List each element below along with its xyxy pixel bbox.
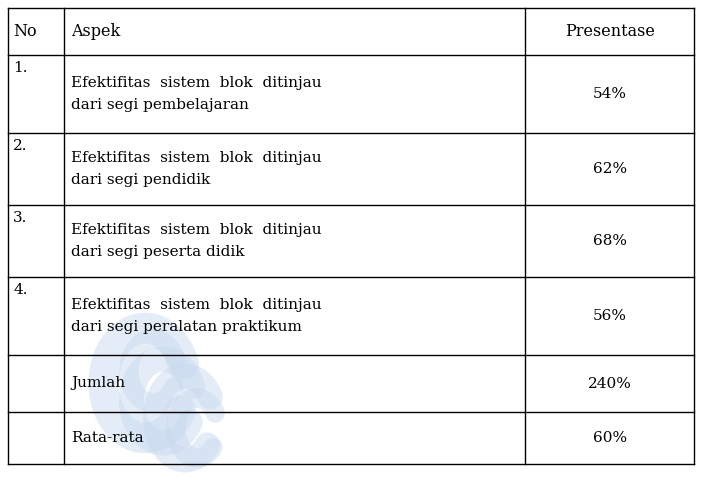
Text: 56%: 56% bbox=[592, 309, 627, 323]
Text: Efektifitas  sistem  blok  ditinjau
dari segi peserta didik: Efektifitas sistem blok ditinjau dari se… bbox=[71, 223, 322, 260]
Text: 1.: 1. bbox=[13, 61, 27, 75]
Text: 60%: 60% bbox=[592, 431, 627, 445]
Text: Rata-rata: Rata-rata bbox=[71, 431, 144, 445]
Text: 240%: 240% bbox=[588, 377, 632, 391]
Text: No: No bbox=[13, 23, 37, 40]
Text: Aspek: Aspek bbox=[71, 23, 121, 40]
Text: Efektifitas  sistem  blok  ditinjau
dari segi peralatan praktikum: Efektifitas sistem blok ditinjau dari se… bbox=[71, 298, 322, 335]
Text: 3.: 3. bbox=[13, 211, 27, 225]
Text: 4.: 4. bbox=[13, 283, 27, 297]
Text: Efektifitas  sistem  blok  ditinjau
dari segi pembelajaran: Efektifitas sistem blok ditinjau dari se… bbox=[71, 76, 322, 112]
Text: 68%: 68% bbox=[592, 234, 627, 248]
Text: Presentase: Presentase bbox=[564, 23, 654, 40]
Text: Jumlah: Jumlah bbox=[71, 377, 126, 391]
Text: 2.: 2. bbox=[13, 139, 27, 153]
Text: 62%: 62% bbox=[592, 162, 627, 176]
Text: 54%: 54% bbox=[592, 87, 627, 101]
Text: Efektifitas  sistem  blok  ditinjau
dari segi pendidik: Efektifitas sistem blok ditinjau dari se… bbox=[71, 151, 322, 187]
